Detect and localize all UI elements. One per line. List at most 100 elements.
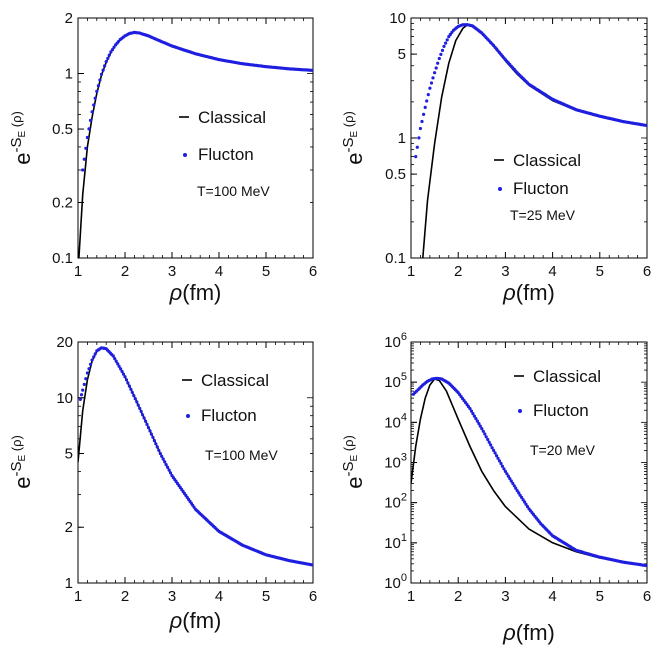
- x-tick-label: 1: [74, 263, 82, 280]
- flucton-point: [120, 369, 124, 374]
- flucton-point: [471, 412, 475, 416]
- flucton-point: [132, 394, 136, 398]
- y-axis-label: e-SE (ρ): [340, 111, 367, 165]
- flucton-point: [511, 481, 515, 485]
- x-tick-label: 1: [407, 588, 415, 605]
- flucton-point: [93, 96, 97, 100]
- legend-label: Flucton: [513, 179, 569, 198]
- plot-frame: [77, 17, 314, 259]
- flucton-point: [96, 84, 100, 88]
- series-flucton: [78, 346, 313, 567]
- flucton-point: [110, 48, 115, 52]
- x-tick-label: 6: [309, 588, 317, 605]
- flucton-point: [509, 479, 513, 483]
- x-axis-label: ρ(fm): [169, 608, 222, 633]
- flucton-point: [95, 89, 99, 93]
- flucton-point: [144, 419, 148, 423]
- flucton-point: [426, 93, 430, 97]
- x-tick-label: 4: [548, 263, 556, 280]
- x-tick-label: 2: [121, 263, 129, 280]
- flucton-point: [107, 53, 111, 57]
- flucton-point: [130, 390, 134, 394]
- flucton-point: [436, 61, 440, 65]
- flucton-point: [85, 371, 89, 375]
- classical-curve: [78, 31, 313, 258]
- y-axis-label: e-SE (ρ): [8, 111, 35, 165]
- x-tick-label: 4: [215, 263, 223, 280]
- series-classical: [411, 378, 647, 567]
- flucton-point: [124, 378, 129, 382]
- flucton-point: [645, 564, 647, 568]
- flucton-point: [92, 103, 96, 107]
- flucton-point: [445, 38, 449, 42]
- flucton-point: [99, 72, 104, 76]
- flucton-point: [418, 126, 422, 131]
- flucton-point: [444, 41, 448, 45]
- x-tick-label: 5: [262, 263, 270, 280]
- flucton-point: [414, 155, 418, 159]
- flucton-point: [440, 48, 445, 53]
- flucton-point: [420, 119, 424, 124]
- y-tick-label: 0.5: [385, 166, 406, 183]
- flucton-point: [154, 442, 158, 446]
- y-tick-label: 0.1: [385, 250, 406, 267]
- legend: Classical Flucton: [514, 367, 601, 420]
- y-tick-label: 1: [65, 66, 73, 83]
- flucton-point: [88, 118, 93, 122]
- x-tick-label: 4: [215, 588, 223, 605]
- flucton-point: [423, 105, 427, 109]
- flucton-point: [475, 419, 479, 423]
- flucton-point: [90, 358, 94, 362]
- flucton-point: [495, 454, 499, 458]
- flucton-point: [114, 359, 118, 363]
- temperature-annotation: T=100 MeV: [197, 183, 270, 199]
- flucton-point: [152, 439, 156, 443]
- flucton-point: [117, 364, 121, 368]
- x-tick-label: 5: [596, 588, 604, 605]
- legend: Classical Flucton: [179, 108, 266, 164]
- flucton-point: [525, 505, 530, 509]
- flucton-point: [92, 355, 96, 359]
- flucton-point: [135, 400, 139, 404]
- flucton-point: [151, 435, 155, 439]
- flucton-point: [502, 467, 506, 471]
- flucton-point: [82, 382, 86, 386]
- flucton-point: [493, 451, 497, 455]
- legend: Classical Flucton: [494, 151, 581, 198]
- flucton-point: [87, 367, 91, 371]
- y-tick-label: 102: [384, 492, 407, 512]
- y-tick-label: 103: [384, 452, 407, 472]
- flucton-point: [515, 489, 519, 493]
- x-tick-label: 3: [501, 588, 509, 605]
- flucton-point: [141, 413, 145, 417]
- flucton-point: [106, 56, 110, 61]
- flucton-point: [428, 86, 432, 90]
- flucton-point: [123, 375, 127, 379]
- flucton-point: [505, 472, 509, 476]
- x-tick-label: 6: [643, 263, 651, 280]
- flucton-point: [161, 457, 165, 461]
- flucton-point: [434, 66, 438, 70]
- flucton-point: [111, 354, 115, 358]
- flucton-point: [127, 384, 131, 388]
- flucton-point: [87, 127, 91, 131]
- x-tick-label: 6: [309, 263, 317, 280]
- legend-label: Classical: [513, 151, 581, 170]
- flucton-point: [492, 448, 496, 452]
- y-tick-label: 5: [398, 46, 406, 63]
- x-tick-label: 1: [74, 588, 82, 605]
- legend-swatch-dot: [518, 409, 522, 413]
- chart-panel-bottom-right: 1 2 3 4 5 6 100 101 102 103 104 105 106 e-SE (ρ) ρ(fm)…: [340, 331, 651, 645]
- flucton-point: [155, 445, 159, 449]
- flucton-point: [478, 424, 482, 428]
- classical-curve: [422, 23, 647, 258]
- flucton-point: [142, 416, 146, 420]
- flucton-point: [167, 468, 171, 472]
- flucton-point: [112, 45, 116, 49]
- flucton-point: [442, 44, 446, 49]
- flucton-point: [508, 477, 512, 481]
- flucton-point: [506, 474, 510, 478]
- flucton-point: [489, 443, 493, 447]
- flucton-point: [103, 64, 107, 68]
- series-classical: [422, 23, 647, 258]
